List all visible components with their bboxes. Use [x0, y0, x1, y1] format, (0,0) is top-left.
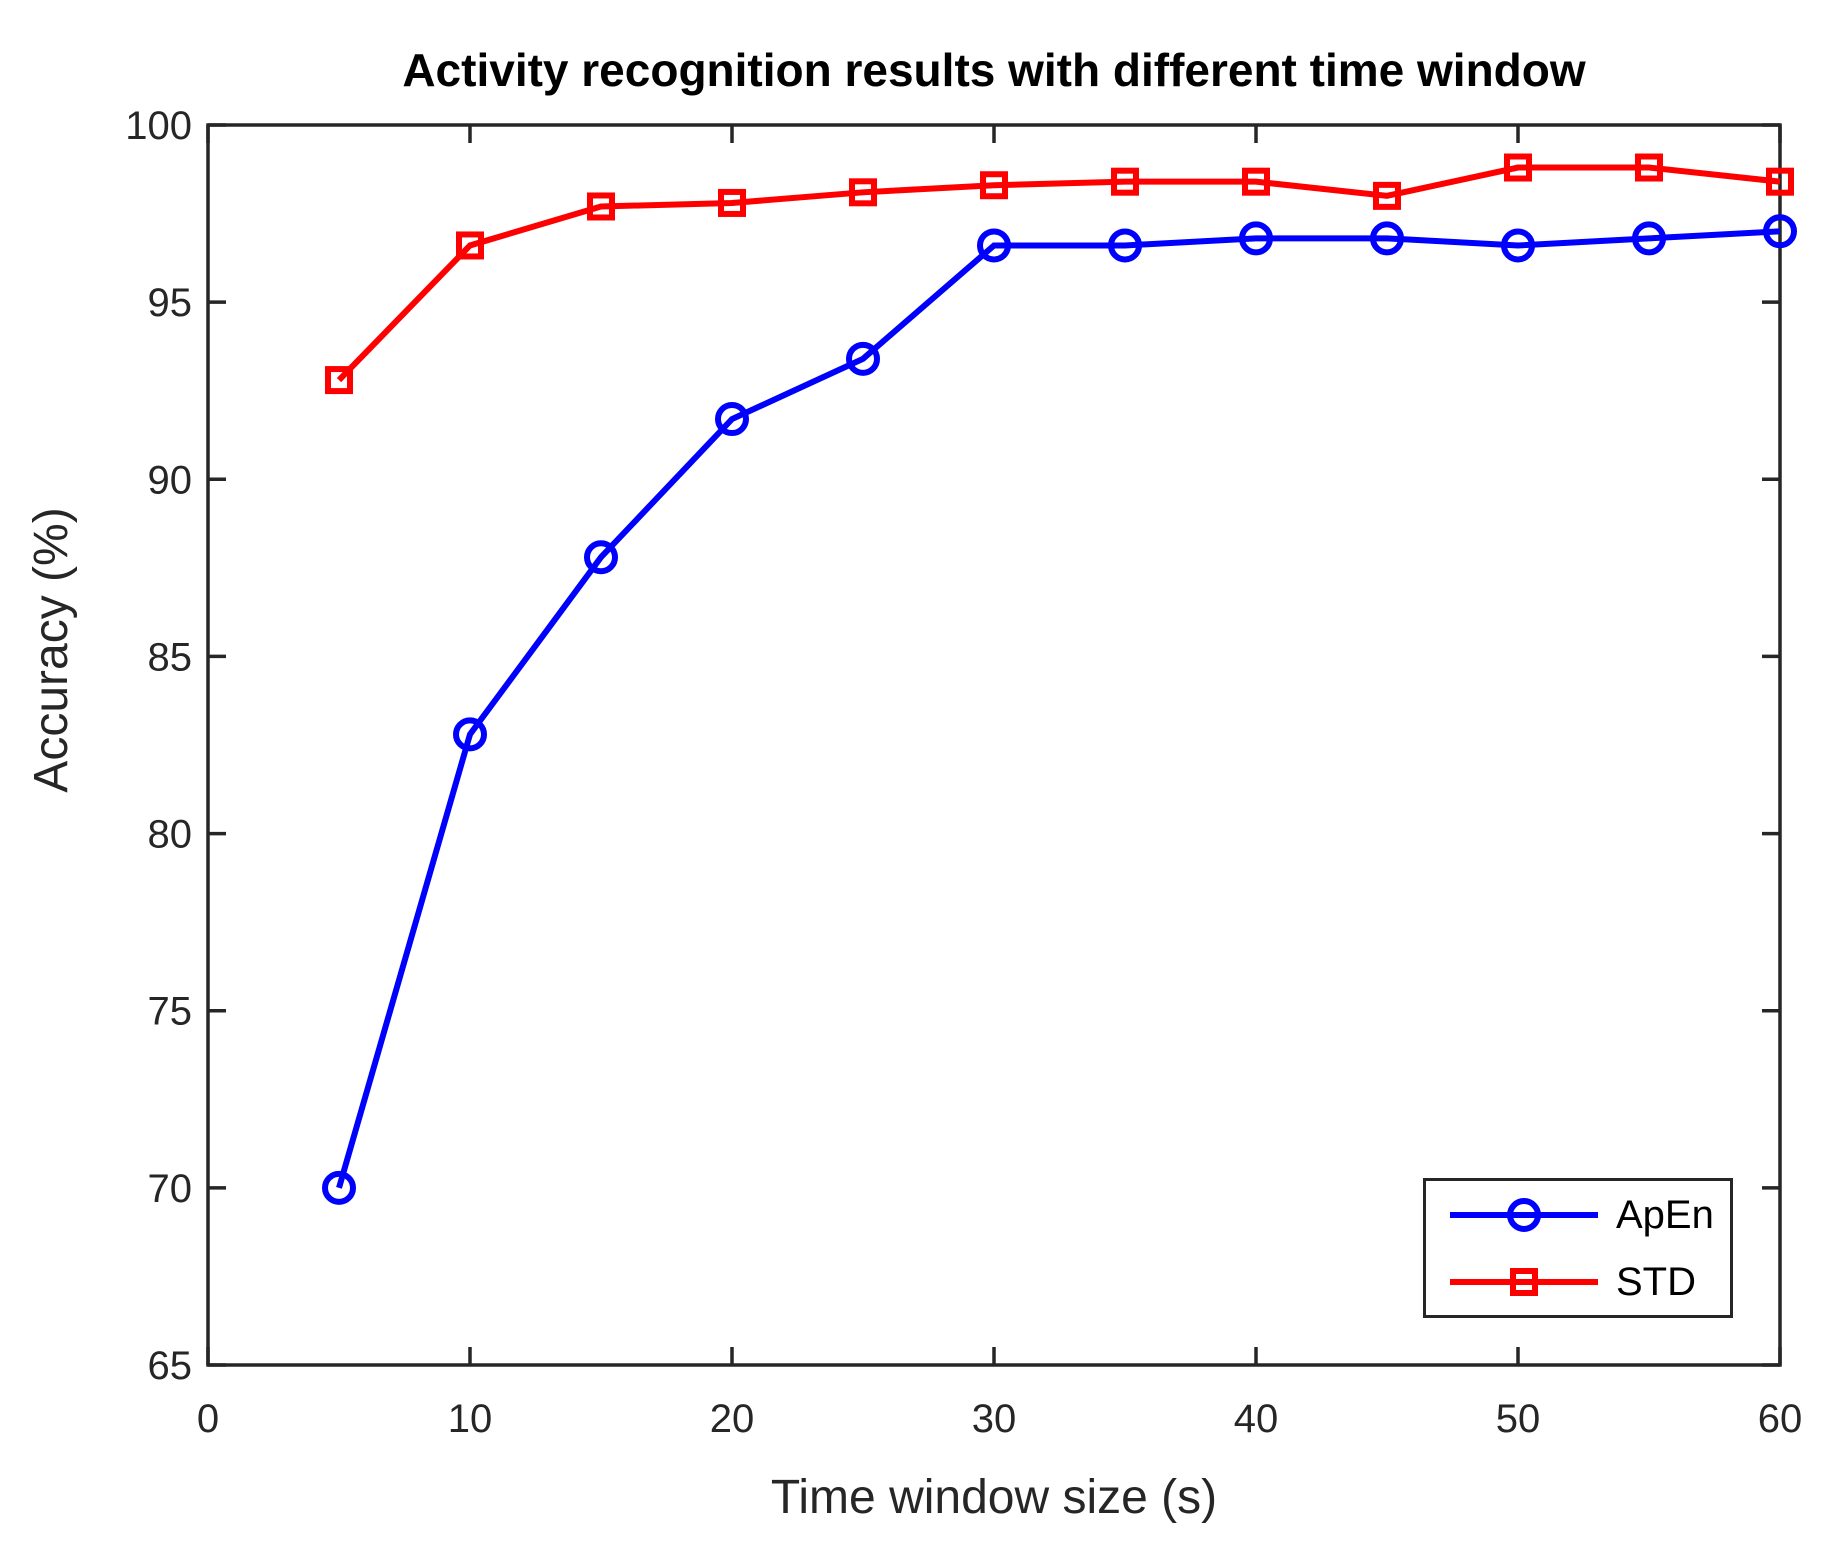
- std-data-point-marker: [718, 188, 746, 217]
- std-data-point-marker: [456, 231, 484, 260]
- std-data-point-marker: [1373, 181, 1401, 210]
- x-axis-label: Time window size (s): [770, 1471, 1218, 1524]
- apen-data-point-marker: [322, 1170, 356, 1205]
- x-tick-label: 0: [197, 1397, 219, 1441]
- apen-data-point-marker: [1763, 214, 1797, 249]
- y-tick-label: 85: [148, 635, 193, 679]
- std-data-point-marker: [1242, 167, 1270, 196]
- x-tick-label: 50: [1496, 1397, 1541, 1441]
- y-tick-label: 100: [125, 104, 192, 148]
- apen-data-point-marker: [1108, 228, 1142, 263]
- y-tick-label: 65: [148, 1344, 193, 1388]
- legend-line-sample-apen: [1450, 1195, 1598, 1235]
- x-tick-label: 10: [448, 1397, 493, 1441]
- legend: ApEn STD: [1423, 1178, 1733, 1318]
- apen-data-point-marker: [1239, 221, 1273, 256]
- apen-data-point-marker: [584, 540, 618, 575]
- std-series-line: [336, 164, 1781, 383]
- std-data-point-marker: [849, 178, 877, 207]
- legend-item-apen: ApEn: [1426, 1181, 1730, 1248]
- chart-title: Activity recognition results with differ…: [402, 44, 1586, 96]
- circle-marker-icon: [1507, 1197, 1541, 1232]
- legend-label-std: STD: [1616, 1259, 1696, 1304]
- std-data-point-marker: [1766, 167, 1794, 196]
- x-tick-label: 20: [710, 1397, 755, 1441]
- std-data-point-marker: [1635, 153, 1663, 182]
- std-data-point-marker: [980, 171, 1008, 200]
- x-tick-label: 60: [1758, 1397, 1803, 1441]
- std-data-point-marker: [1504, 153, 1532, 182]
- legend-label-apen: ApEn: [1616, 1192, 1714, 1237]
- y-tick-label: 80: [148, 813, 193, 857]
- apen-data-point-marker: [1632, 221, 1666, 256]
- apen-series-line: [336, 228, 1781, 1189]
- y-tick-label: 70: [148, 1167, 193, 1211]
- std-data-point-marker: [1111, 167, 1139, 196]
- apen-data-point-marker: [1501, 228, 1535, 263]
- y-tick-label: 90: [148, 458, 193, 502]
- apen-data-point-marker: [453, 717, 487, 752]
- y-tick-label: 95: [148, 281, 193, 325]
- apen-data-point-marker: [977, 228, 1011, 263]
- legend-line-sample-std: [1450, 1262, 1598, 1302]
- legend-item-std: STD: [1426, 1248, 1730, 1315]
- x-tick-label: 30: [972, 1397, 1017, 1441]
- x-tick-label: 40: [1234, 1397, 1279, 1441]
- y-axis-label: Accuracy (%): [25, 507, 78, 793]
- std-line-swatch: [1450, 1278, 1598, 1285]
- apen-data-point-marker: [1370, 221, 1404, 256]
- y-tick-label: 75: [148, 990, 193, 1034]
- std-data-point-marker: [587, 192, 615, 221]
- square-marker-icon: [1510, 1267, 1538, 1296]
- std-data-point-marker: [325, 366, 353, 395]
- apen-data-point-marker: [846, 341, 880, 376]
- apen-data-point-marker: [715, 402, 749, 437]
